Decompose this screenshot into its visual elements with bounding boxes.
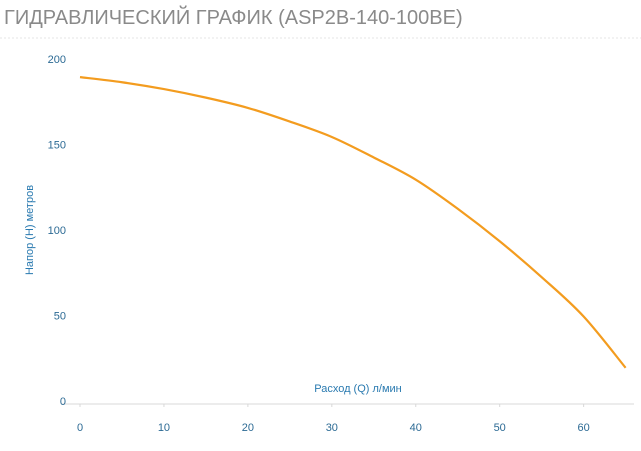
y-tick-label: 200: [48, 54, 66, 66]
x-tick-label: 40: [410, 422, 422, 434]
y-tick-label: 50: [54, 310, 66, 322]
x-tick-label: 30: [326, 422, 338, 434]
y-tick-label: 150: [48, 139, 66, 151]
x-tick-label: 20: [242, 422, 254, 434]
x-tick-label: 10: [158, 422, 170, 434]
curve: [79, 76, 627, 369]
x-axis-label: Расход (Q) л/мин: [314, 383, 402, 395]
x-tick-label: 60: [578, 422, 590, 434]
y-tick-label: 100: [48, 225, 66, 237]
chart-title: ГИДРАВЛИЧЕСКИЙ ГРАФИК (ASP2B-140-100BE): [4, 5, 463, 29]
x-tick-label: 0: [77, 422, 83, 434]
y-axis-label: Напор (H) метров: [24, 185, 36, 275]
x-tick-label: 50: [494, 422, 506, 434]
y-tick-label: 0: [60, 396, 66, 408]
